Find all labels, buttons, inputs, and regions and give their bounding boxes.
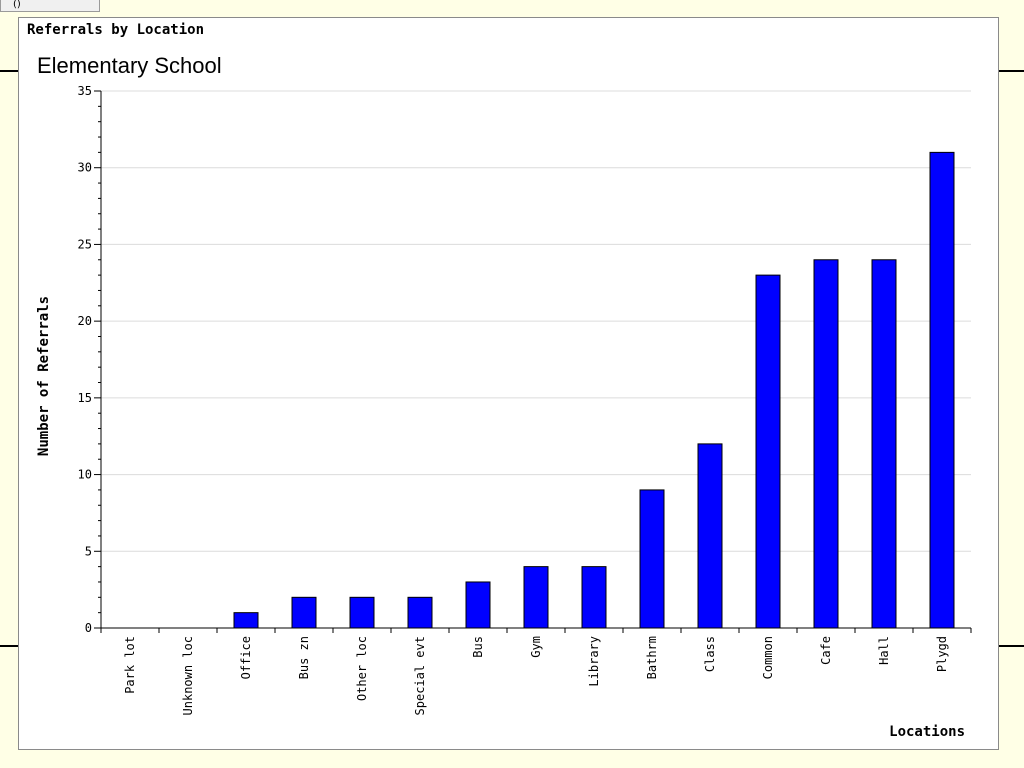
x-tick-label: Bus zn (297, 636, 311, 679)
left-rule-bottom (0, 645, 18, 647)
chart-title: Referrals by Location (27, 22, 204, 38)
bar (582, 567, 606, 628)
right-rule-bottom (999, 645, 1024, 647)
bar-chart: Referrals by Location Elementary School … (19, 18, 998, 749)
x-tick-label: Hall (877, 636, 891, 665)
y-axis-label: Number of Referrals (36, 296, 52, 456)
bar (814, 260, 838, 628)
x-tick-label: Class (703, 636, 717, 672)
x-tick-label: Library (587, 636, 601, 687)
bar (350, 597, 374, 628)
y-tick-label: 30 (78, 161, 92, 175)
y-tick-label: 35 (78, 84, 92, 98)
x-tick-label: Special evt (413, 636, 427, 715)
x-tick-label: Cafe (819, 636, 833, 665)
bar (872, 260, 896, 628)
x-tick-label: Common (761, 636, 775, 679)
x-tick-label: Bathrm (645, 636, 659, 679)
x-tick-label: Plygd (935, 636, 949, 672)
bar (292, 597, 316, 628)
right-rule-top (999, 70, 1024, 72)
chart-panel: Referrals by Location Elementary School … (18, 17, 999, 750)
x-tick-label: Park lot (123, 636, 137, 694)
bar (698, 444, 722, 628)
y-tick-label: 15 (78, 391, 92, 405)
grid-lines (101, 91, 971, 551)
bar (756, 275, 780, 628)
y-tick-label: 10 (78, 468, 92, 482)
bar (524, 567, 548, 628)
bar (640, 490, 664, 628)
y-tick-label: 25 (78, 237, 92, 251)
window-tab-stub[interactable]: () (0, 0, 100, 12)
x-tick-label: Bus (471, 636, 485, 658)
y-tick-label: 0 (85, 621, 92, 635)
y-tick-label: 20 (78, 314, 92, 328)
bar (234, 613, 258, 628)
x-tick-label: Unknown loc (181, 636, 195, 715)
bars (234, 152, 954, 628)
bar (466, 582, 490, 628)
bar (930, 152, 954, 628)
x-tick-label: Other loc (355, 636, 369, 701)
x-axis-label: Locations (889, 724, 965, 740)
y-tick-label: 5 (85, 544, 92, 558)
x-tick-label: Gym (529, 636, 543, 658)
chart-subtitle: Elementary School (37, 53, 222, 78)
bar (408, 597, 432, 628)
left-rule-top (0, 70, 18, 72)
x-tick-label: Office (239, 636, 253, 679)
